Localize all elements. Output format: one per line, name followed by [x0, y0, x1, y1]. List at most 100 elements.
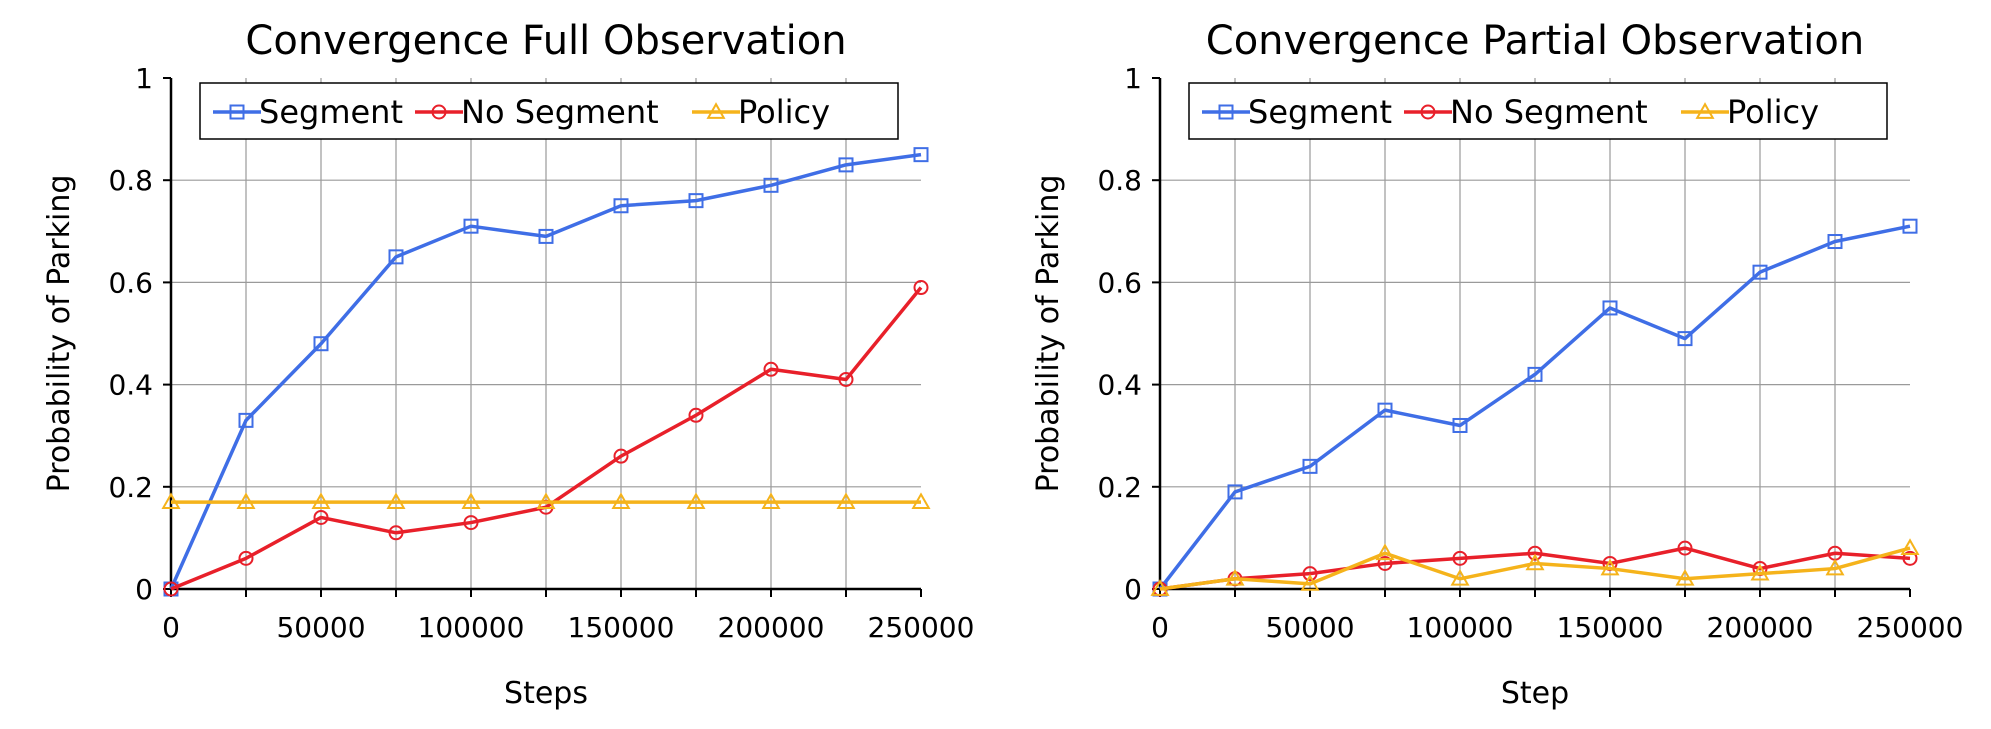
y-tick-label: 0.4: [108, 369, 153, 402]
chart-title: Convergence Partial Observation: [1206, 18, 1864, 64]
data-point: [1527, 545, 1543, 561]
data-point: [1377, 402, 1393, 418]
data-point: [913, 147, 929, 163]
x-tick-label: 200000: [1707, 611, 1814, 644]
chart-1: Convergence Full Observation 0 0.2 0.4 0.6 0.…: [42, 18, 974, 711]
series-policy: [161, 492, 931, 509]
legend-swatch-marker: [1695, 102, 1715, 119]
y-tick-label: 0: [1124, 573, 1142, 606]
x-tick-label: 200000: [718, 611, 825, 644]
x-tick-label: 50000: [1265, 611, 1354, 644]
data-point: [1750, 563, 1770, 581]
x-tick-label: 150000: [568, 611, 675, 644]
y-tick-label: 1: [1124, 62, 1142, 95]
data-point: [1375, 543, 1395, 561]
data-point: [1827, 234, 1843, 250]
data-point: [1900, 538, 1920, 555]
data-point: [538, 228, 554, 244]
data-point: [1527, 366, 1543, 382]
legend-entry: Policy: [738, 93, 830, 131]
y-tick-label: 1: [135, 62, 153, 95]
y-axis-label: Probability of Parking: [42, 175, 77, 493]
data-point: [388, 525, 404, 541]
x-tick-label: 100000: [1407, 611, 1514, 644]
legend-entry: No Segment: [1450, 93, 1648, 131]
legend-entry: Segment: [259, 93, 403, 131]
data-point: [1677, 540, 1693, 556]
data-point: [686, 492, 706, 509]
data-point: [763, 361, 779, 377]
chart-2: Convergence Partial Observation 0 0.2 0.4 0.…: [1031, 18, 1963, 711]
data-point: [611, 492, 631, 509]
legend-swatch-marker: [229, 104, 245, 120]
legend-swatch-marker: [431, 104, 447, 120]
x-tick-label: 100000: [418, 611, 525, 644]
data-point: [613, 448, 629, 464]
data-point: [1752, 264, 1768, 280]
x-tick-label: 50000: [276, 611, 365, 644]
data-point: [313, 336, 329, 352]
legend: Segment No Segment Policy: [1188, 82, 1888, 140]
legend-entry: Segment: [1248, 93, 1392, 131]
data-point: [1300, 574, 1320, 591]
series-line: [1159, 546, 1911, 591]
data-point: [163, 581, 179, 597]
data-point: [613, 198, 629, 214]
y-axis-label: Probability of Parking: [1031, 175, 1066, 493]
y-tick-label: 0.6: [1097, 266, 1142, 299]
data-point: [1450, 568, 1470, 586]
series-policy: [1150, 538, 1920, 596]
series-line: [169, 152, 922, 590]
data-point: [1302, 458, 1318, 474]
data-point: [236, 492, 256, 509]
data-point: [1525, 553, 1545, 571]
y-tick-label: 0.6: [108, 266, 153, 299]
data-point: [913, 280, 929, 296]
data-point: [386, 492, 406, 509]
data-point: [688, 193, 704, 209]
legend-box: [199, 82, 899, 140]
data-point: [1677, 331, 1693, 347]
series-line: [1159, 546, 1911, 591]
data-point: [463, 218, 479, 234]
y-tick-label: 0.8: [1097, 164, 1142, 197]
data-point: [1227, 484, 1243, 500]
data-point: [1675, 568, 1695, 586]
data-point: [1452, 550, 1468, 566]
data-point: [536, 492, 556, 509]
x-tick-label: 0: [1151, 611, 1169, 644]
data-point: [1225, 568, 1245, 586]
data-point: [1150, 579, 1170, 596]
legend: Segment No Segment Policy: [199, 82, 899, 140]
x-tick-label: 250000: [868, 611, 975, 644]
data-point: [836, 492, 856, 509]
legend-entry: No Segment: [461, 93, 659, 131]
x-axis-label: Step: [1501, 676, 1569, 711]
data-point: [238, 550, 254, 566]
data-point: [761, 492, 781, 509]
data-point: [238, 412, 254, 428]
y-tick-label: 0.4: [1097, 369, 1142, 402]
chart-title: Convergence Full Observation: [245, 18, 846, 64]
data-point: [763, 177, 779, 193]
legend-swatch-marker: [1218, 104, 1234, 120]
data-point: [311, 492, 331, 509]
x-axis-label: Steps: [504, 676, 588, 711]
legend-swatch-marker: [1420, 104, 1436, 120]
data-point: [313, 509, 329, 525]
data-point: [1377, 555, 1393, 571]
data-point: [1302, 566, 1318, 582]
legend-entry: Policy: [1727, 93, 1819, 131]
data-point: [911, 492, 931, 509]
data-point: [1825, 558, 1845, 576]
legend-swatch-marker: [706, 102, 726, 119]
data-point: [461, 492, 481, 509]
y-tick-label: 0: [135, 573, 153, 606]
data-point: [1600, 558, 1620, 576]
data-point: [1602, 300, 1618, 316]
x-tick-label: 250000: [1857, 611, 1964, 644]
series-line: [1158, 224, 1911, 591]
data-point: [838, 157, 854, 173]
data-point: [1902, 550, 1918, 566]
